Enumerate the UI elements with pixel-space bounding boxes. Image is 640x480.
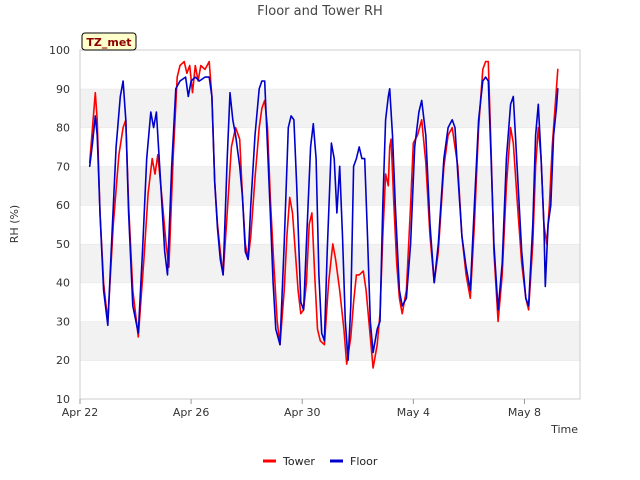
- y-tick-label: 10: [56, 393, 70, 406]
- x-tick-label: Apr 26: [173, 406, 210, 419]
- y-tick-label: 80: [56, 122, 70, 135]
- site-tag-label: TZ_met: [86, 36, 131, 49]
- legend-label-floor: Floor: [350, 455, 378, 468]
- legend-label-tower: Tower: [282, 455, 315, 468]
- legend: Tower Floor: [263, 455, 378, 468]
- grid-band: [80, 50, 580, 89]
- y-tick-label: 40: [56, 277, 70, 290]
- y-tick-label: 20: [56, 354, 70, 367]
- y-axis-ticks: 10 20 30 40 50 60 70 80 90 100: [49, 44, 70, 406]
- x-tick-label: May 8: [508, 406, 541, 419]
- chart-title: Floor and Tower RH: [257, 4, 383, 19]
- x-tick-label: Apr 22: [62, 406, 99, 419]
- grid-band: [80, 360, 580, 399]
- y-axis-label: RH (%): [8, 205, 21, 243]
- y-tick-label: 60: [56, 199, 70, 212]
- x-axis-label: Time: [550, 423, 578, 436]
- x-tick-label: Apr 30: [284, 406, 321, 419]
- site-tag: TZ_met: [81, 32, 137, 51]
- grid-band: [80, 321, 580, 361]
- series-lines: [88, 60, 559, 369]
- grid-band: [80, 282, 580, 322]
- y-tick-label: 100: [49, 44, 70, 57]
- x-axis-ticks: Apr 22 Apr 26 Apr 30 May 4 May 8: [62, 399, 541, 419]
- site-tag-box: [81, 32, 137, 51]
- y-tick-label: 70: [56, 160, 70, 173]
- y-tick-label: 30: [56, 315, 70, 328]
- plot-area: [79, 49, 581, 400]
- series-line-floor: [88, 76, 559, 361]
- grid-band: [80, 88, 580, 128]
- series-line-tower: [88, 60, 559, 369]
- x-tick-label: May 4: [397, 406, 430, 419]
- y-tick-label: 50: [56, 238, 70, 251]
- y-tick-label: 90: [56, 83, 70, 96]
